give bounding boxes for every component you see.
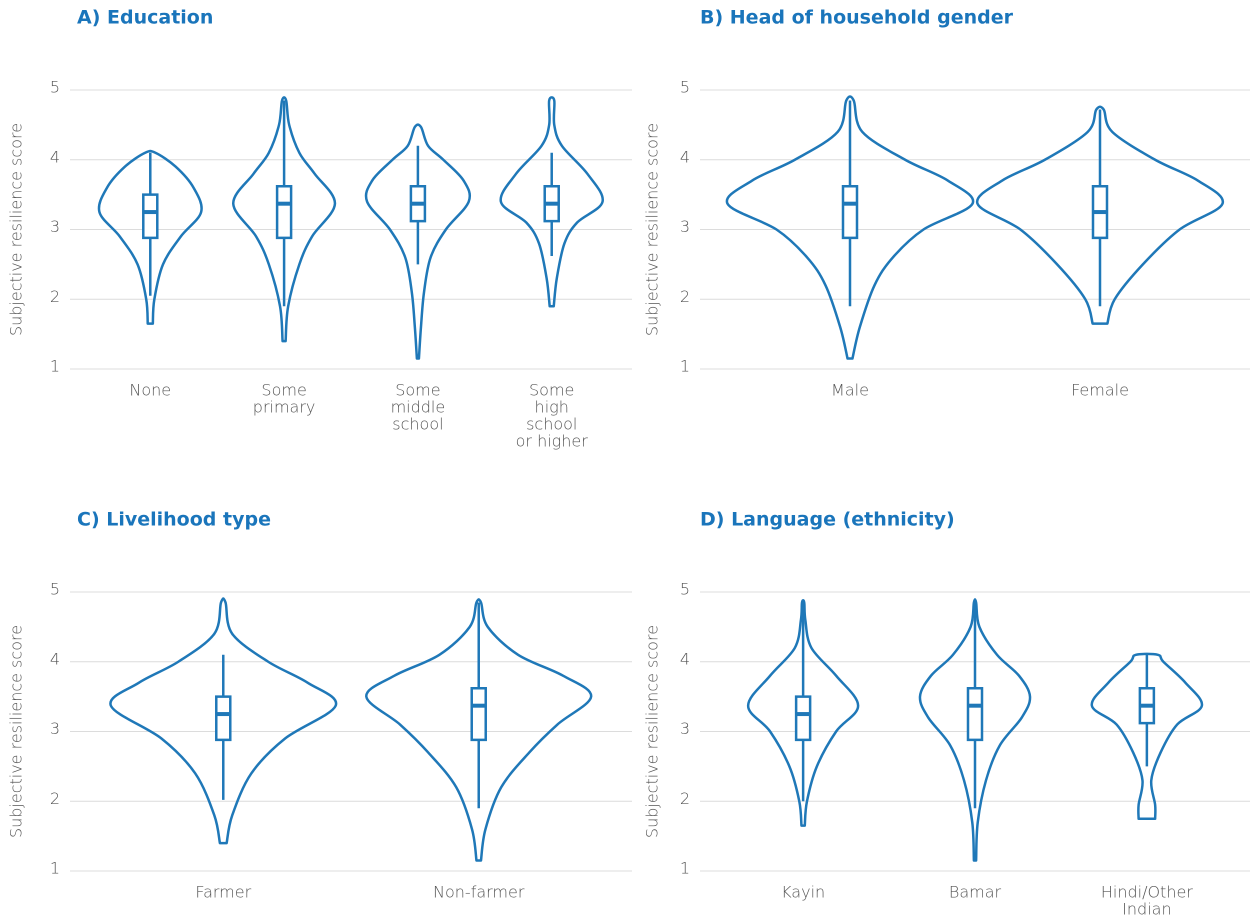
y-tick-label: 4	[680, 147, 690, 166]
y-tick-label: 4	[50, 147, 60, 166]
violin	[365, 598, 593, 862]
violin	[918, 598, 1032, 862]
x-tick-label: Indian	[1122, 900, 1171, 919]
x-tick-label: Some	[261, 381, 306, 400]
x-tick-label: Female	[1071, 381, 1129, 400]
y-tick-label: 4	[680, 649, 690, 668]
y-tick-label: 5	[680, 580, 690, 599]
x-tick-label: primary	[253, 398, 316, 417]
x-tick-label: Some	[395, 381, 440, 400]
panel-title: C) Livelihood type	[77, 509, 271, 531]
y-tick-label: 3	[50, 719, 60, 738]
panel-title: B) Head of household gender	[700, 7, 1014, 29]
panel-title: A) Education	[77, 7, 213, 29]
x-tick-label: Farmer	[195, 883, 251, 902]
y-tick-label: 5	[50, 580, 60, 599]
box	[794, 695, 812, 742]
box	[275, 185, 293, 240]
y-axis-label: Subjective resilience score	[7, 123, 26, 336]
y-tick-label: 2	[50, 287, 60, 306]
violin	[97, 149, 203, 325]
x-tick-label: high	[535, 398, 569, 417]
y-tick-label: 5	[680, 78, 690, 97]
violin	[746, 599, 860, 827]
box	[470, 687, 487, 742]
violin	[109, 597, 338, 845]
y-tick-label: 5	[50, 78, 60, 97]
y-axis-label: Subjective resilience score	[7, 625, 26, 838]
y-tick-label: 3	[680, 719, 690, 738]
x-tick-label: Male	[831, 381, 869, 400]
violin	[499, 96, 604, 308]
box	[142, 193, 159, 240]
violin	[364, 123, 472, 360]
box	[966, 687, 984, 742]
x-tick-label: Some	[529, 381, 574, 400]
violin	[1090, 652, 1204, 820]
x-tick-label: None	[129, 381, 171, 400]
x-tick-label: Kayin	[781, 883, 825, 902]
x-tick-label: Bamar	[949, 883, 1002, 902]
y-tick-label: 1	[50, 357, 60, 376]
violin	[975, 105, 1225, 325]
y-tick-label: 1	[680, 859, 690, 878]
y-tick-label: 3	[680, 217, 690, 236]
box	[215, 695, 232, 742]
x-tick-label: or higher	[516, 432, 589, 451]
y-tick-label: 2	[50, 789, 60, 808]
x-tick-label: Non-farmer	[433, 883, 525, 902]
y-axis-label: Subjective resilience score	[643, 625, 662, 838]
y-tick-label: 2	[680, 287, 690, 306]
y-axis-label: Subjective resilience score	[643, 123, 662, 336]
box	[841, 185, 859, 240]
y-tick-label: 2	[680, 789, 690, 808]
y-tick-label: 4	[50, 649, 60, 668]
y-tick-label: 1	[680, 357, 690, 376]
x-tick-label: school	[526, 415, 577, 434]
violin	[725, 95, 975, 360]
x-tick-label: middle	[391, 398, 446, 417]
violin	[231, 96, 337, 343]
panel-title: D) Language (ethnicity)	[700, 509, 955, 531]
x-tick-label: Hindi/Other	[1101, 883, 1193, 902]
y-tick-label: 1	[50, 859, 60, 878]
x-tick-label: school	[392, 415, 443, 434]
y-tick-label: 3	[50, 217, 60, 236]
